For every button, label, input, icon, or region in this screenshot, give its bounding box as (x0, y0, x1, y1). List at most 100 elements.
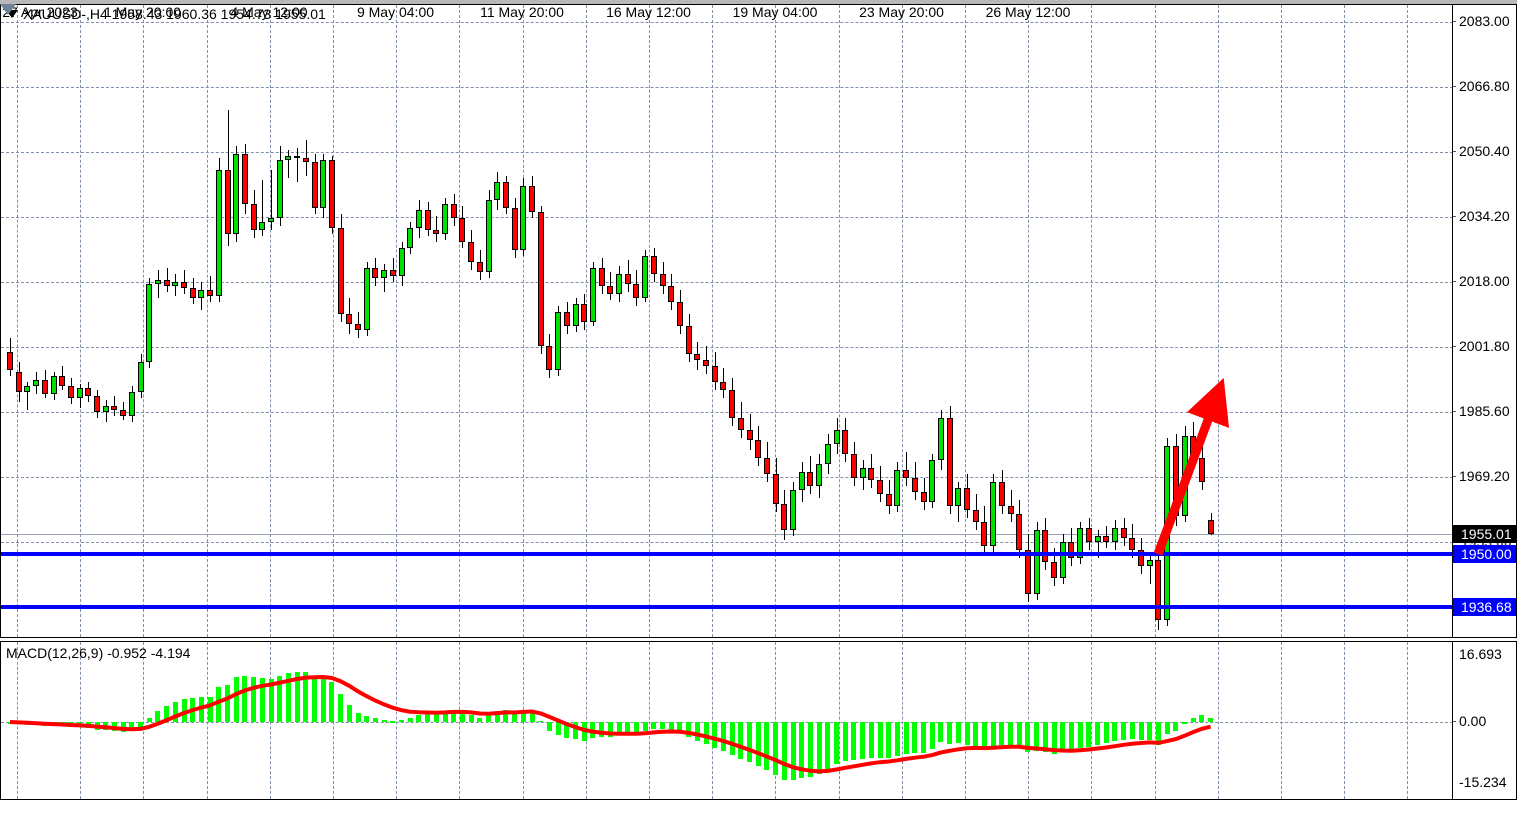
candle-body[interactable] (476, 262, 483, 272)
candle-body[interactable] (676, 302, 683, 326)
candle-body[interactable] (511, 208, 518, 250)
candle-body[interactable] (1120, 528, 1127, 538)
candle-body[interactable] (694, 354, 701, 360)
candle-body[interactable] (233, 154, 240, 234)
candle-body[interactable] (1077, 528, 1084, 558)
candle-body[interactable] (76, 388, 83, 398)
candle-body[interactable] (790, 490, 796, 530)
level-price-label[interactable]: 1950.00 (1453, 545, 1516, 563)
candle-body[interactable] (1024, 550, 1031, 594)
candle-body[interactable] (955, 488, 962, 506)
candle-body[interactable] (877, 480, 883, 494)
candle-body[interactable] (94, 396, 100, 412)
candle-body[interactable] (894, 470, 901, 506)
candle-body[interactable] (215, 170, 222, 296)
candle-body[interactable] (1016, 514, 1023, 550)
candle-body[interactable] (415, 210, 422, 228)
candle-body[interactable] (546, 346, 553, 370)
candle-body[interactable] (859, 468, 866, 478)
candle-body[interactable] (972, 510, 979, 522)
candle-body[interactable] (555, 312, 562, 370)
candle-body[interactable] (137, 362, 144, 392)
candle-body[interactable] (998, 482, 1005, 506)
candle-body[interactable] (868, 468, 875, 480)
candle-body[interactable] (798, 472, 805, 490)
candle-body[interactable] (346, 314, 353, 324)
candle-body[interactable] (729, 390, 736, 418)
candle-body[interactable] (737, 418, 744, 430)
candle-body[interactable] (33, 380, 40, 386)
candle-body[interactable] (964, 488, 970, 510)
candle-body[interactable] (24, 386, 31, 392)
candle-body[interactable] (1111, 528, 1118, 542)
candle-body[interactable] (1042, 530, 1049, 562)
candle-body[interactable] (250, 204, 257, 230)
candle-body[interactable] (572, 304, 579, 326)
candle-body[interactable] (911, 478, 918, 492)
candle-body[interactable] (207, 290, 214, 296)
candle-body[interactable] (1059, 542, 1066, 578)
candle-body[interactable] (389, 270, 396, 276)
candle-body[interactable] (102, 406, 109, 412)
candle-body[interactable] (172, 282, 179, 286)
candle-body[interactable] (311, 162, 318, 208)
candle-body[interactable] (685, 326, 692, 354)
price-chart-panel[interactable] (0, 4, 1453, 638)
candle-body[interactable] (816, 464, 823, 486)
candle-body[interactable] (1033, 530, 1040, 594)
candle-body[interactable] (442, 204, 448, 234)
support-level[interactable] (1, 605, 1453, 610)
candle-body[interactable] (563, 312, 570, 326)
candle-body[interactable] (746, 430, 753, 440)
candle-body[interactable] (824, 444, 831, 464)
candle-body[interactable] (929, 460, 936, 502)
candle-body[interactable] (598, 268, 605, 286)
candle-body[interactable] (981, 522, 988, 546)
candle-body[interactable] (763, 458, 770, 474)
candle-body[interactable] (755, 440, 762, 458)
candle-body[interactable] (920, 492, 927, 502)
candle-body[interactable] (990, 482, 997, 546)
candle-body[interactable] (224, 170, 231, 234)
candle-body[interactable] (241, 154, 248, 204)
candle-body[interactable] (398, 248, 405, 276)
candle-body[interactable] (946, 418, 953, 506)
candle-body[interactable] (1068, 542, 1075, 558)
candle-body[interactable] (15, 372, 22, 392)
candle-body[interactable] (337, 228, 344, 314)
candle-body[interactable] (468, 242, 475, 262)
candle-body[interactable] (903, 470, 910, 478)
candle-body[interactable] (7, 352, 13, 370)
candle-body[interactable] (268, 218, 274, 222)
candle-body[interactable] (650, 256, 657, 274)
candle-body[interactable] (885, 494, 892, 506)
candle-body[interactable] (285, 156, 292, 160)
candle-body[interactable] (198, 290, 205, 298)
candle-body[interactable] (128, 392, 135, 416)
candle-body[interactable] (1155, 560, 1162, 620)
candle-body[interactable] (485, 200, 492, 272)
macd-indicator-panel[interactable] (0, 641, 1453, 800)
candle-body[interactable] (433, 230, 440, 234)
candle-body[interactable] (616, 274, 622, 294)
candle-body[interactable] (772, 474, 779, 504)
candle-body[interactable] (1085, 528, 1092, 542)
candle-body[interactable] (502, 182, 509, 208)
candle-body[interactable] (1007, 506, 1014, 514)
candle-body[interactable] (146, 284, 153, 362)
price-scale[interactable]: 2083.00 2066.80 2050.40 2034.20 2018.00 … (1452, 4, 1517, 638)
candle-body[interactable] (276, 160, 283, 218)
candle-body[interactable] (807, 472, 814, 486)
candle-body[interactable] (529, 186, 535, 212)
candle-body[interactable] (581, 304, 588, 322)
candle-body[interactable] (633, 284, 640, 298)
candle-body[interactable] (294, 156, 301, 158)
candle-body[interactable] (424, 210, 431, 230)
candle-body[interactable] (703, 360, 709, 366)
candle-body[interactable] (589, 268, 596, 322)
candle-body[interactable] (937, 418, 944, 460)
candle-body[interactable] (659, 274, 666, 286)
candle-body[interactable] (720, 382, 727, 390)
candle-body[interactable] (163, 280, 170, 286)
candle-body[interactable] (537, 212, 544, 346)
